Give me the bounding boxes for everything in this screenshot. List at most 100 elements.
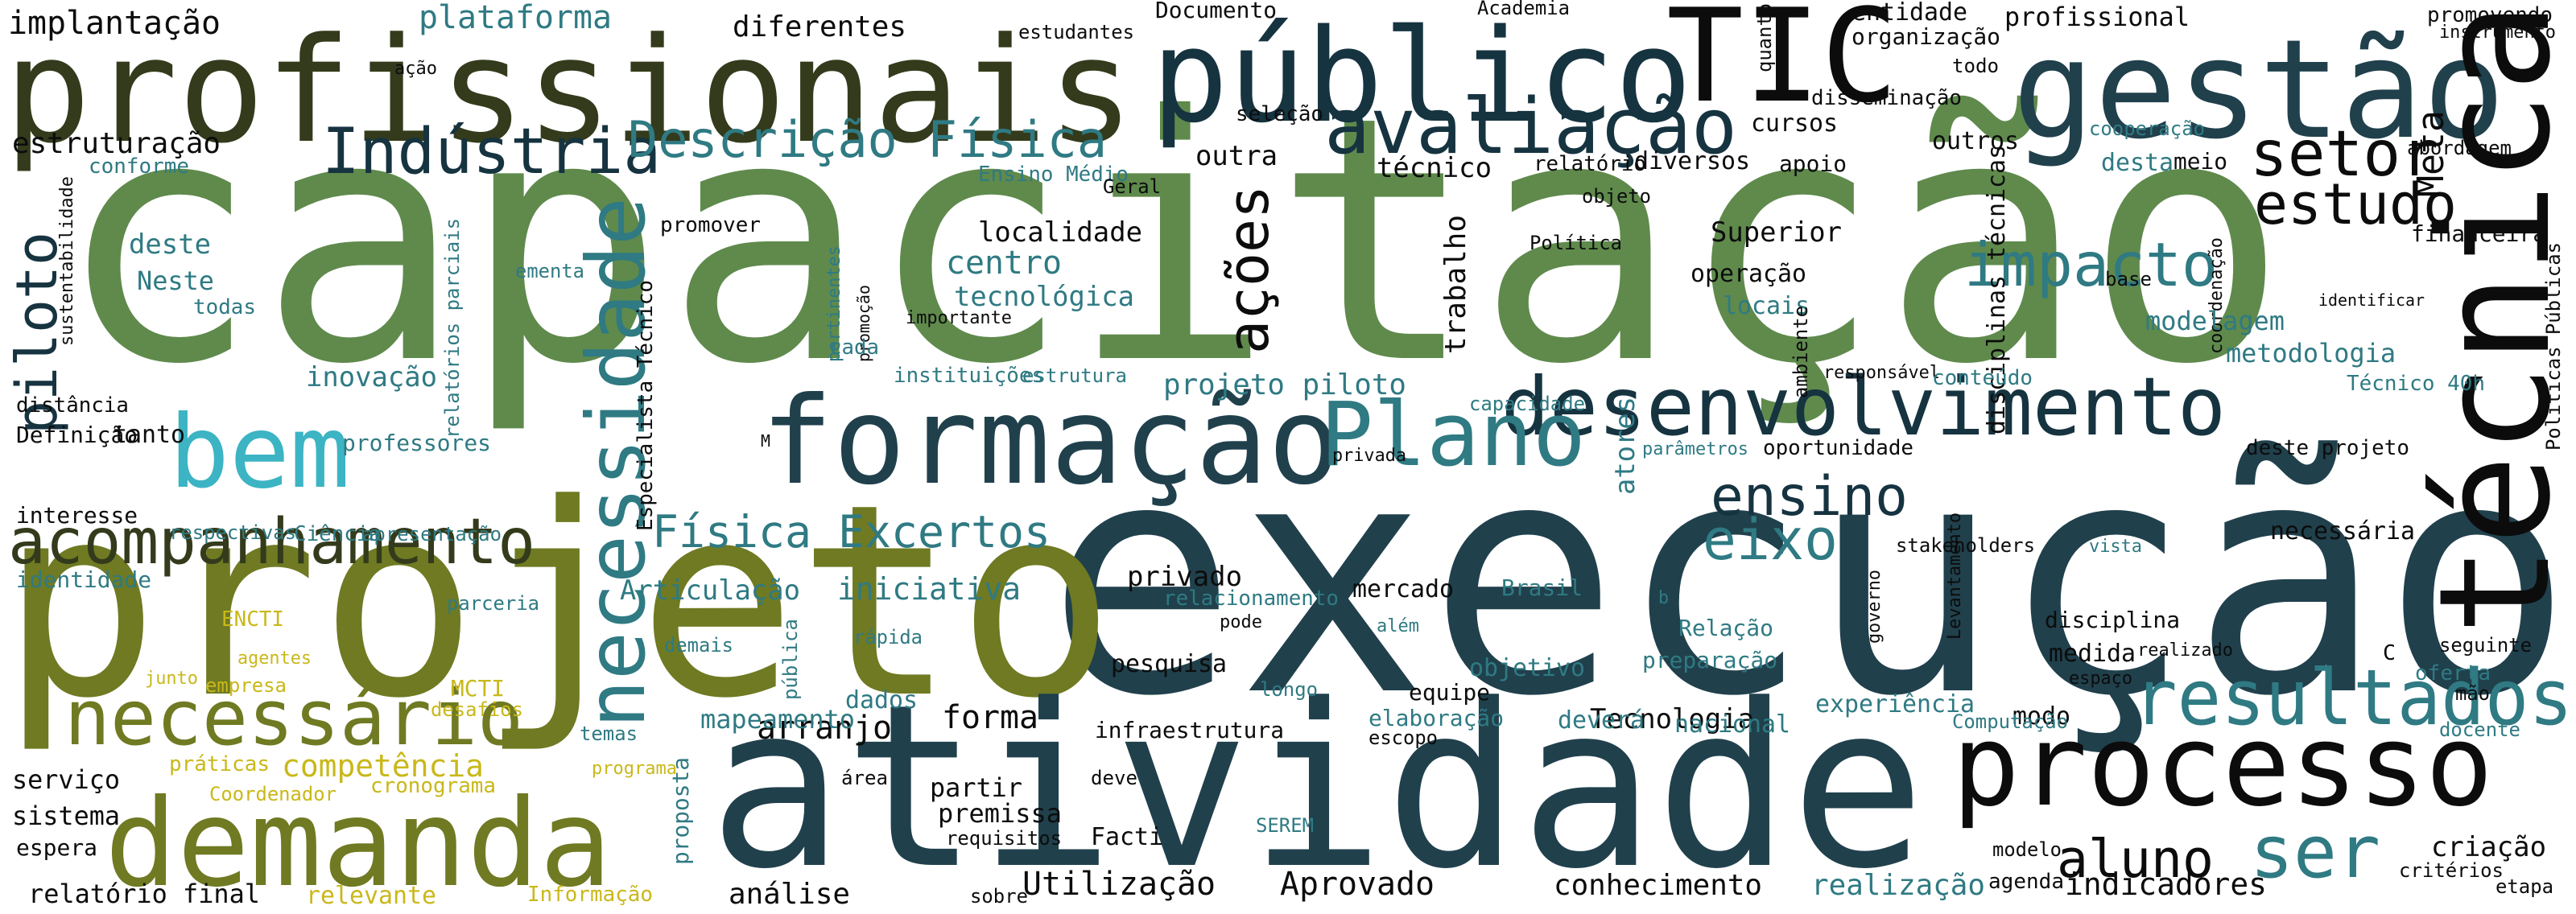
cloud-word-equipe: equipe	[1409, 679, 1490, 706]
cloud-word-implantacao: implantação	[8, 5, 221, 42]
cloud-word-objeto: objeto	[1582, 185, 1651, 208]
cloud-word-plataforma: plataforma	[419, 0, 612, 36]
cloud-word-espaco: espaço	[2069, 669, 2132, 689]
cloud-word-definicao: Definição	[16, 422, 138, 448]
cloud-word-distancia: distância	[16, 393, 129, 418]
cloud-word-estudo: estudo	[2254, 171, 2457, 237]
cloud-word-responsavel: responsável	[1823, 363, 1940, 383]
cloud-word-iniciativa: iniciativa	[837, 571, 1021, 607]
cloud-word-junto: junto	[145, 669, 198, 689]
cloud-word-stakeholders: stakeholders	[1896, 534, 2035, 557]
cloud-word-serem: SEREM	[1256, 814, 1314, 837]
cloud-word-mapeamento: mapeamento	[700, 704, 855, 735]
cloud-word-selecao: seleção	[1236, 102, 1323, 126]
cloud-word-trabalho: trabalho	[1439, 215, 1472, 354]
cloud-word-tecnico: técnico	[1377, 152, 1492, 184]
cloud-word-agenda: agenda	[1988, 870, 2064, 894]
cloud-word-utilizacao: Utilização	[1022, 866, 1216, 903]
cloud-word-interesse: interesse	[16, 502, 138, 529]
cloud-word-localidade: localidade	[978, 216, 1142, 249]
cloud-word-competencia: competência	[282, 748, 484, 784]
cloud-word-disciplina: disciplina	[2045, 607, 2180, 633]
cloud-word-modo: modo	[2013, 702, 2070, 731]
cloud-word-mao: mão	[2455, 682, 2490, 705]
cloud-word-escopo: escopo	[1368, 727, 1438, 749]
cloud-word-longo: longo	[1260, 678, 1318, 701]
cloud-word-realizacao: realização	[1811, 869, 1985, 902]
cloud-word-modelo: modelo	[1992, 838, 2062, 861]
cloud-word-descricao-fisica: Descrição Física	[628, 110, 1107, 169]
cloud-word-coordenacao: coordenação	[2207, 237, 2227, 354]
cloud-word-quanto: quanto	[1753, 3, 1776, 72]
cloud-word-conforme: conforme	[89, 154, 189, 179]
cloud-word-brasil: Brasil	[1501, 574, 1583, 601]
cloud-word-necessaria: necessária	[2270, 517, 2415, 546]
cloud-word-premissa: premissa	[938, 798, 1062, 829]
cloud-word-seguinte: seguinte	[2439, 634, 2532, 657]
cloud-word-publico: público	[1151, 1, 1692, 151]
cloud-word-piloto: piloto	[4, 232, 70, 434]
cloud-word-levantamento: Levantamento	[1945, 513, 1965, 640]
cloud-word-profissionais: profissionais	[4, 7, 1134, 175]
cloud-word-facti: Facti	[1091, 823, 1163, 851]
cloud-word-deve: deve	[1091, 767, 1137, 789]
cloud-word-financeira: financeira	[2411, 220, 2546, 247]
cloud-word-parceria: parceria	[447, 592, 539, 615]
cloud-word-identificar: identificar	[2318, 290, 2425, 310]
cloud-word-sustentabilidade: sustentabilidade	[57, 176, 77, 346]
cloud-word-neste: Neste	[137, 266, 214, 296]
cloud-word-nacional: nacional	[1674, 710, 1790, 739]
cloud-word-execucao: execução	[1046, 393, 2573, 767]
cloud-word-centro: centro	[946, 245, 1062, 282]
cloud-word-objetivo: objetivo	[1469, 654, 1585, 682]
cloud-word-c: C	[2383, 641, 2396, 665]
cloud-word-importante: importante	[906, 308, 1012, 328]
cloud-word-temas: temas	[580, 723, 638, 745]
cloud-word-locais: locais	[1723, 292, 1810, 320]
cloud-word-formacao: formação	[761, 372, 1340, 512]
cloud-word-relacao: Relação	[1678, 615, 1773, 641]
cloud-word-acoes: ações	[1216, 185, 1282, 354]
cloud-word-programa: programa	[592, 759, 677, 779]
cloud-word-necessidade: necessidade	[569, 197, 663, 728]
cloud-word-deste-projeto: deste projeto	[2246, 436, 2409, 460]
cloud-word-aluno: aluno	[2057, 830, 2214, 890]
cloud-word-cooperacao: cooperação	[2089, 117, 2205, 140]
cloud-word-necessario: necessário	[64, 674, 523, 763]
cloud-word-etapa: etapa	[2496, 875, 2553, 898]
cloud-word-ensino-medio: Ensino Médio	[978, 163, 1129, 187]
cloud-word-bem: bem	[169, 394, 350, 511]
cloud-word-tic: TIC	[1666, 0, 1898, 131]
cloud-word-politicas-publicas: Políticas Públicas	[2542, 242, 2565, 451]
cloud-word-ensino: ensino	[1711, 465, 1908, 529]
cloud-word-relatorio-final: relatório final	[28, 879, 260, 909]
cloud-word-espera: espera	[16, 834, 97, 861]
cloud-word-oportunidade: oportunidade	[1763, 436, 1913, 460]
cloud-word-empresa: empresa	[205, 674, 287, 697]
cloud-word-todas: todas	[193, 295, 256, 319]
cloud-word-atividade: atividade	[708, 657, 1926, 914]
cloud-word-desenvolvimento: desenvolvimento	[1501, 360, 2226, 454]
cloud-word-informacao: Informação	[527, 883, 653, 907]
cloud-word-ambiente: ambiente	[1790, 306, 1812, 398]
cloud-word-pesquisa: pesquisa	[1111, 650, 1227, 678]
cloud-word-relevante: relevante	[306, 882, 436, 910]
cloud-word-desta: desta	[2101, 149, 2174, 177]
cloud-word-arranjo: arranjo	[757, 710, 892, 747]
cloud-word-conhecimento: conhecimento	[1554, 869, 1762, 902]
cloud-word-pertinentes: pertinentes	[824, 245, 844, 362]
cloud-word-pode: pode	[1220, 612, 1262, 632]
cloud-word-dados: dados	[845, 686, 918, 714]
cloud-word-cursos: cursos	[1751, 109, 1838, 138]
cloud-word-sistema: sistema	[12, 801, 120, 831]
cloud-word-instrumento: instrumento	[2439, 23, 2556, 43]
cloud-word-meta: Meta	[2409, 110, 2452, 197]
cloud-word-relacionamento: relacionamento	[1163, 587, 1339, 611]
cloud-word-devera: deverá	[1558, 706, 1645, 735]
cloud-word-fisica-excertos: Física Excertos	[652, 506, 1051, 558]
cloud-word-demais: demais	[664, 634, 733, 657]
cloud-word-capacidade: capacidade	[1469, 393, 1585, 415]
cloud-word-conteudo: conteúdo	[1932, 366, 2033, 390]
cloud-word-especialista-tecnico: Especialista Técnico	[634, 280, 658, 531]
